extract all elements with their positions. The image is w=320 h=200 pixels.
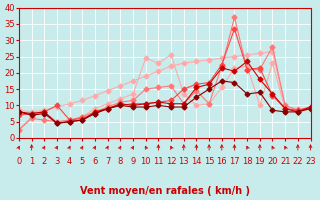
X-axis label: Vent moyen/en rafales ( km/h ): Vent moyen/en rafales ( km/h ): [80, 186, 250, 196]
